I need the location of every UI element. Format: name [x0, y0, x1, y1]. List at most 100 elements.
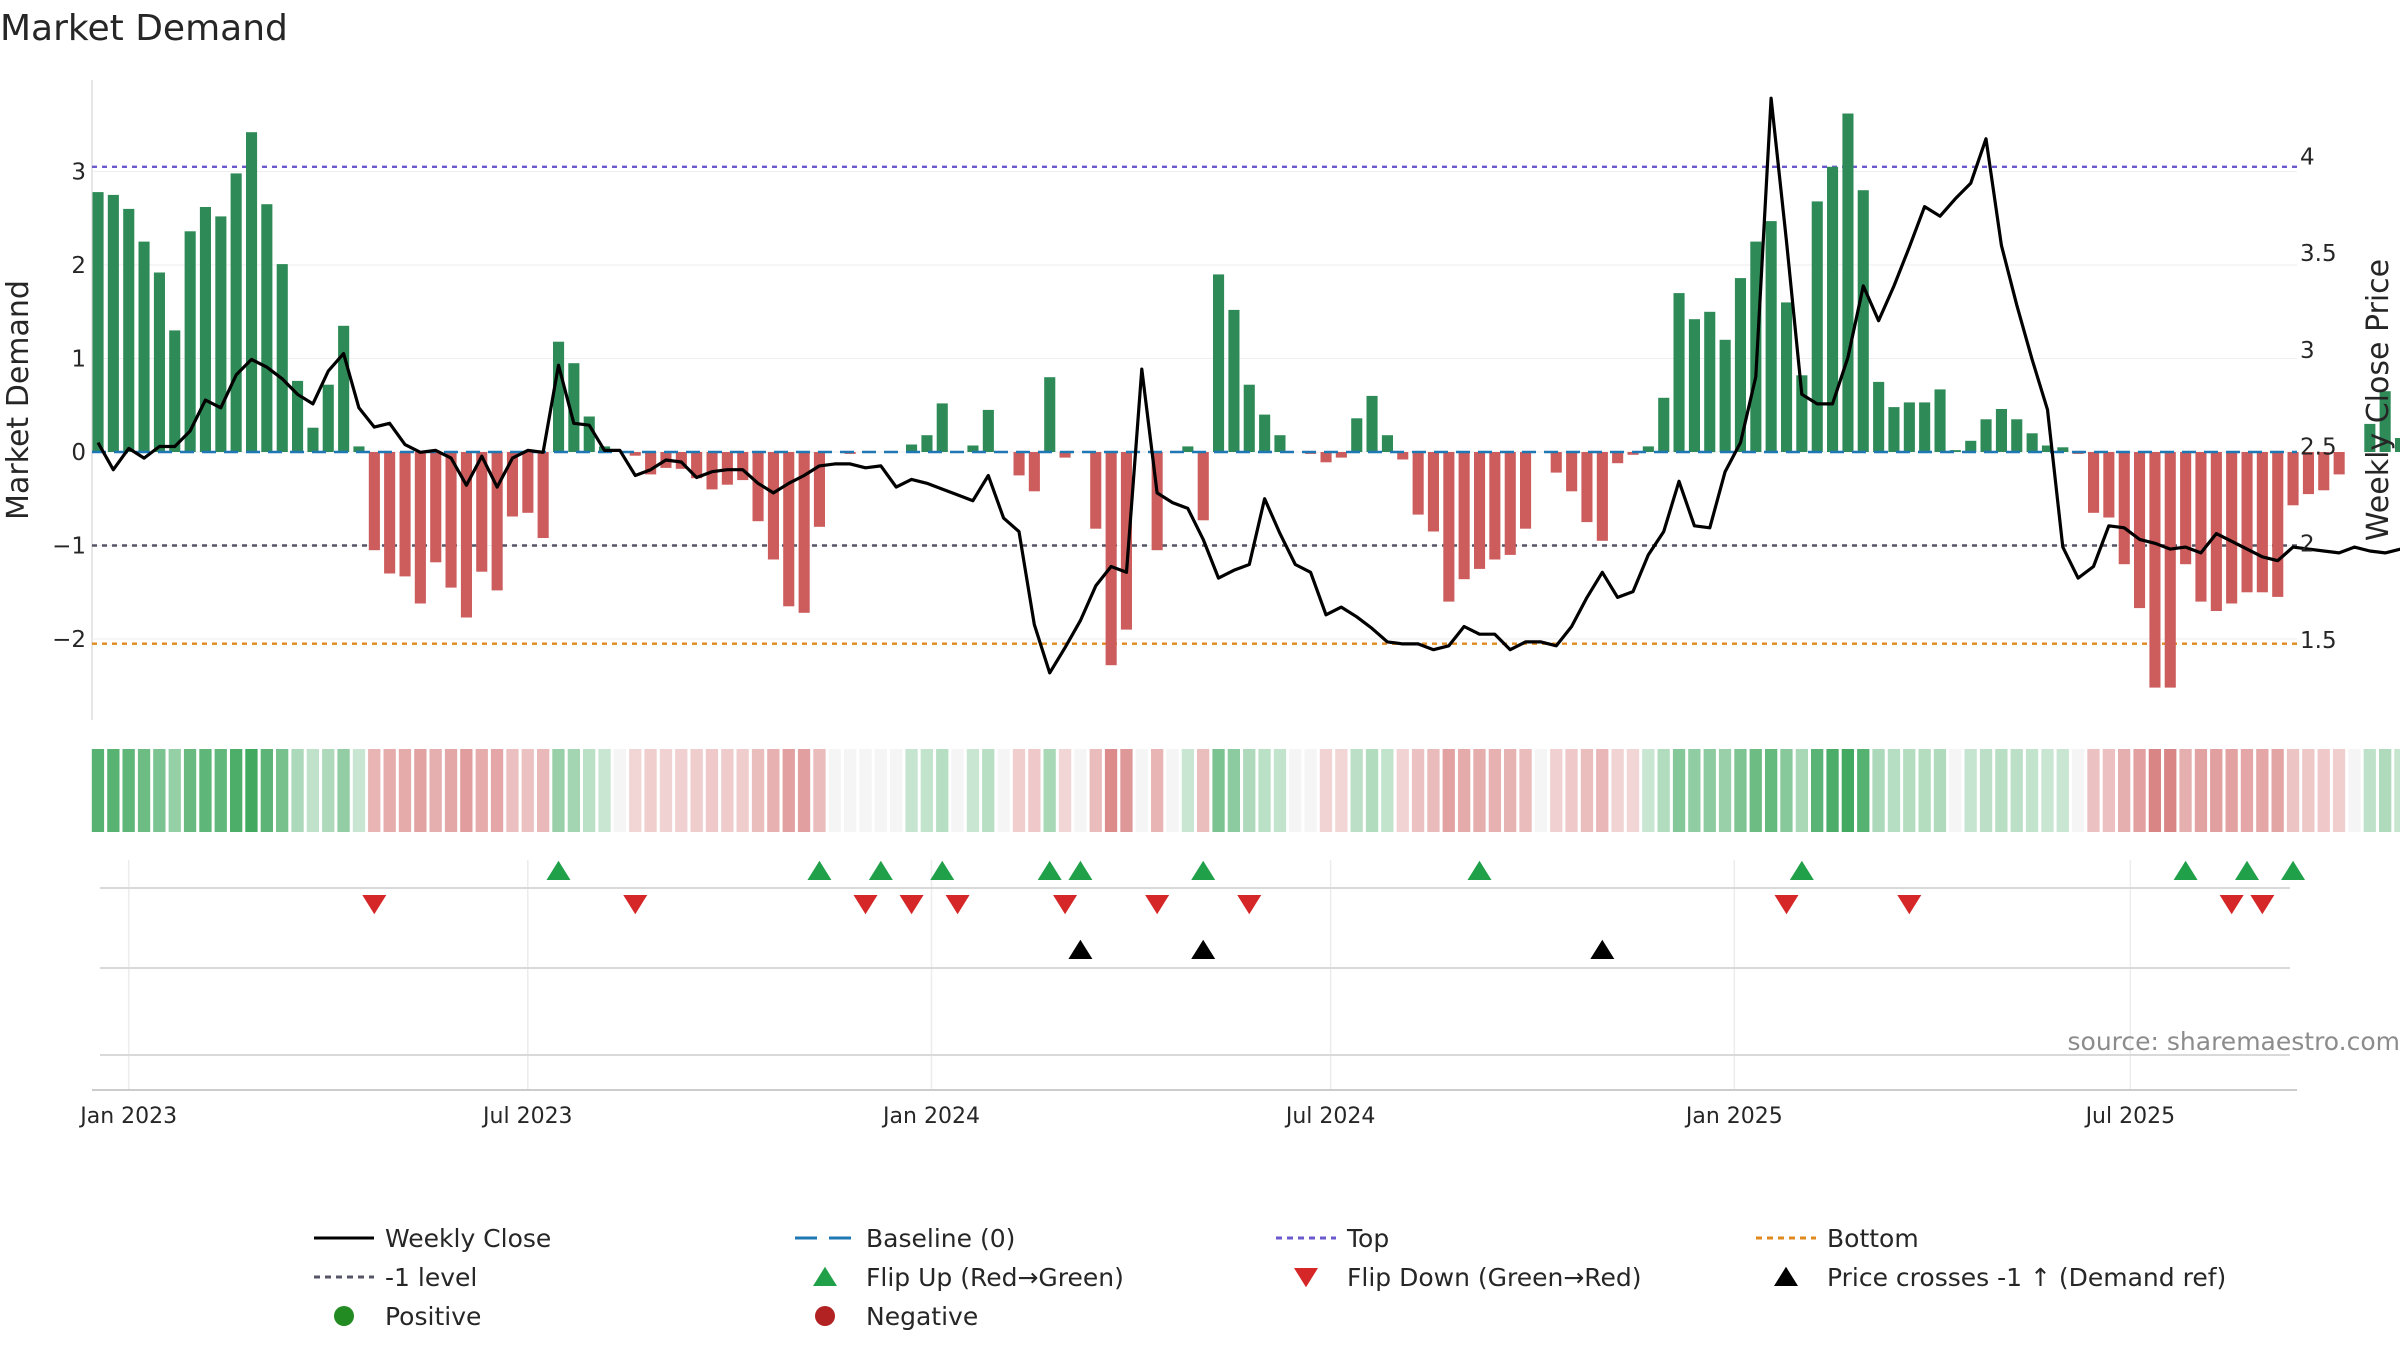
price-cross-markers: [1068, 939, 1615, 959]
demand-bar: [1151, 452, 1163, 551]
heat-cell: [613, 749, 626, 832]
demand-bar: [199, 207, 211, 452]
heat-cell: [153, 749, 166, 832]
heat-cell: [675, 749, 688, 832]
weekly-close-line: [96, 96, 2400, 675]
heat-cell: [859, 749, 872, 832]
legend-swatch-dot: [815, 1306, 835, 1326]
demand-bar: [1412, 452, 1424, 515]
heat-cell: [2240, 749, 2254, 832]
heat-cell: [398, 749, 412, 832]
x-tick-label: Jan 2025: [1684, 1104, 1783, 1129]
heat-cell: [1795, 749, 1808, 832]
heat-cell: [997, 749, 1010, 832]
demand-bar: [276, 264, 288, 452]
heat-cell: [2072, 749, 2085, 832]
heat-cell: [567, 749, 580, 832]
heat-cell: [2210, 749, 2223, 832]
heat-cell: [1918, 749, 1931, 832]
heat-cell: [2363, 749, 2376, 832]
demand-bar: [1458, 452, 1470, 580]
heat-cell: [1550, 749, 1563, 832]
heat-cell: [1688, 749, 1701, 832]
legend-swatch-triangle: [1774, 1266, 1798, 1286]
heat-cell: [1580, 749, 1594, 832]
demand-bar: [1520, 452, 1532, 529]
heat-cell: [813, 749, 826, 832]
heat-cell: [1120, 749, 1133, 832]
heat-cell: [260, 749, 273, 832]
left-tick-label: 0: [71, 440, 86, 466]
heat-cell: [2286, 749, 2300, 832]
heat-cell: [122, 749, 135, 832]
heat-cell: [751, 749, 765, 832]
demand-bar: [537, 452, 549, 538]
demand-bar: [1704, 311, 1716, 453]
heat-cell: [490, 749, 504, 832]
demand-bar: [1719, 339, 1731, 452]
heat-cell: [1427, 749, 1440, 832]
demand-bar: [2287, 452, 2299, 506]
demand-bar: [2379, 391, 2391, 452]
left-tick-label: −2: [52, 627, 86, 653]
heat-cell: [1350, 749, 1363, 832]
demand-bar: [1903, 402, 1915, 452]
demand-bar: [1397, 452, 1409, 460]
demand-bar: [2011, 419, 2023, 452]
heat-cell: [1166, 749, 1179, 832]
demand-bar: [1550, 452, 1562, 473]
heat-cell: [1611, 749, 1624, 832]
demand-bar: [1366, 395, 1378, 452]
demand-bar: [2318, 452, 2330, 491]
demand-bar: [138, 241, 150, 452]
demand-bar: [1612, 452, 1624, 464]
heat-cell: [337, 749, 350, 832]
left-tick-label: −1: [52, 534, 86, 560]
demand-bar: [1842, 113, 1854, 452]
demand-bar: [1381, 435, 1393, 452]
heat-cell: [1626, 749, 1640, 832]
heat-cell: [1197, 749, 1210, 832]
heat-cell: [368, 749, 381, 832]
demand-bar: [1120, 452, 1132, 630]
demand-bar: [906, 444, 918, 452]
x-tick-label: Jan 2024: [881, 1104, 980, 1129]
demand-bar: [384, 452, 396, 574]
flip-up-marker: [546, 860, 571, 880]
demand-bar: [1259, 414, 1271, 452]
demand-bar: [491, 452, 503, 591]
legend-label: Top: [1346, 1224, 1389, 1253]
demand-bar: [798, 452, 810, 613]
heat-cell: [1857, 749, 1870, 832]
demand-bar: [2134, 452, 2146, 609]
demand-bar: [967, 445, 979, 452]
flip-down-marker: [1774, 895, 1799, 915]
demand-bar: [1934, 389, 1946, 452]
heat-cell: [1473, 749, 1486, 832]
heat-cell: [1243, 749, 1256, 832]
legend-label: Positive: [385, 1302, 481, 1331]
heat-cell: [2256, 749, 2269, 832]
demand-bar: [2118, 452, 2130, 565]
heat-cell: [537, 749, 550, 832]
heat-cell: [583, 749, 596, 832]
right-tick-label: 3: [2300, 338, 2315, 364]
legend-swatch-triangle: [1294, 1268, 1318, 1288]
demand-bar: [476, 452, 488, 572]
demand-bar: [399, 452, 411, 577]
demand-bar: [338, 325, 350, 452]
heat-cell: [1841, 749, 1854, 832]
left-axis-label: Market Demand: [1, 280, 36, 520]
heat-cell: [291, 749, 304, 832]
demand-bar: [691, 452, 703, 479]
heat-cell: [2379, 749, 2392, 832]
demand-bar: [1028, 452, 1040, 492]
reference-lines: [92, 165, 2297, 645]
demand-bar: [2041, 445, 2053, 452]
demand-bar: [813, 452, 825, 527]
demand-bar: [1427, 452, 1439, 532]
demand-bar: [1059, 452, 1071, 458]
demand-bar: [460, 452, 472, 618]
legend-swatch-dot: [334, 1306, 354, 1326]
heat-cell: [2194, 749, 2208, 832]
